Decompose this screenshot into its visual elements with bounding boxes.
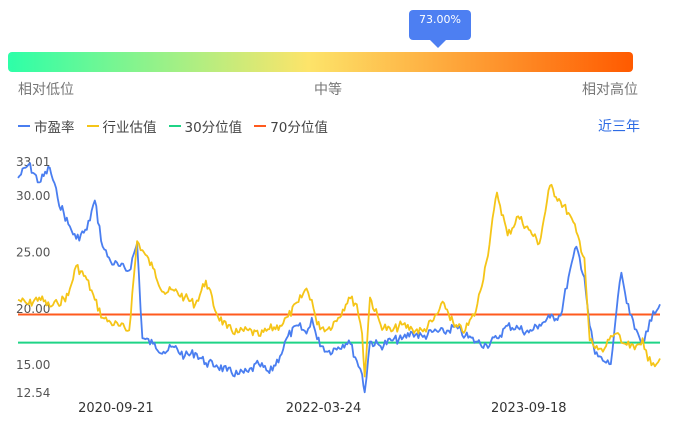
legend-swatch-industry bbox=[86, 125, 99, 127]
chart-legend: 市盈率 行业估值 30分位值 70分位值 bbox=[18, 116, 328, 136]
legend-label-pe: 市盈率 bbox=[34, 120, 75, 136]
series-line-industry bbox=[17, 183, 661, 378]
range-selector-link[interactable]: 近三年 bbox=[598, 119, 640, 135]
legend-label-industry: 行业估值 bbox=[102, 120, 157, 136]
legend-swatch-p30 bbox=[168, 125, 181, 127]
tooltip-arrow bbox=[430, 40, 446, 48]
y-tick-label: 25.00 bbox=[16, 245, 50, 259]
series-line-pe bbox=[17, 162, 661, 394]
y-tick-label: 20.00 bbox=[16, 302, 50, 316]
percentile-tooltip: 73.00% bbox=[409, 10, 471, 40]
gauge-mid-label: 中等 bbox=[314, 82, 342, 98]
y-tick-label: 30.00 bbox=[16, 189, 50, 203]
legend-item-pe[interactable]: 市盈率 bbox=[18, 116, 75, 136]
percentile-gradient-bar bbox=[8, 52, 633, 72]
legend-item-p30[interactable]: 30分位值 bbox=[168, 116, 243, 136]
legend-item-industry[interactable]: 行业估值 bbox=[86, 116, 157, 136]
legend-swatch-p70 bbox=[254, 125, 267, 127]
legend-label-p70: 70分位值 bbox=[270, 120, 328, 136]
x-tick-label: 2022-03-24 bbox=[286, 401, 362, 416]
y-tick-label: 12.54 bbox=[16, 386, 50, 400]
legend-label-p30: 30分位值 bbox=[184, 120, 243, 136]
gauge-low-label: 相对低位 bbox=[18, 82, 74, 98]
x-tick-label: 2023-09-18 bbox=[491, 401, 567, 416]
gauge-high-label: 相对高位 bbox=[582, 82, 638, 98]
x-tick-label: 2020-09-21 bbox=[78, 401, 154, 416]
y-tick-label: 15.00 bbox=[16, 358, 50, 372]
legend-item-p70[interactable]: 70分位值 bbox=[254, 116, 328, 136]
legend-swatch-pe bbox=[18, 125, 30, 127]
y-tick-label: 33.01 bbox=[16, 155, 50, 169]
